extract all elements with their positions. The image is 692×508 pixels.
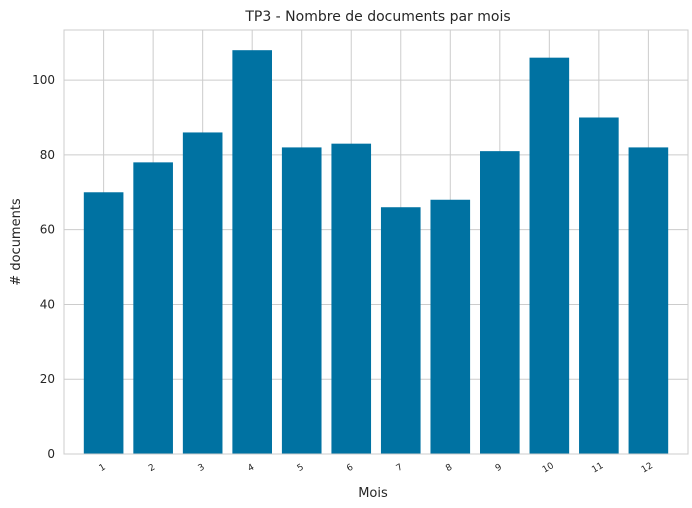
y-tick-label: 60 [40,223,55,237]
x-tick-label: 9 [494,462,504,474]
x-tick-label: 12 [640,461,655,475]
x-tick-label: 11 [590,461,605,475]
y-tick-label: 0 [47,447,55,461]
plot-frame [63,29,689,455]
bar-month-6 [331,143,372,454]
x-tick-label: 4 [246,462,256,474]
bar-month-7 [380,207,421,454]
bar-month-12 [628,147,669,455]
x-axis-label: Mois [358,486,388,501]
x-tick-label: 8 [444,462,454,474]
x-tick-label: 5 [296,463,306,475]
y-tick-labels: 0 20 40 60 80 100 [32,73,55,461]
bar-month-10 [529,57,570,455]
bar-month-8 [430,199,471,454]
y-tick-label: 20 [40,372,55,386]
bar-month-2 [133,162,173,454]
x-tick-label: 2 [147,463,157,475]
y-tick-label: 80 [40,148,55,162]
y-tick-label: 40 [40,297,55,311]
y-axis-label: # documents [9,198,24,286]
x-tick-labels: 1 2 3 4 5 6 7 8 9 10 11 12 [98,461,655,476]
bar-month-4 [232,50,272,454]
bars-layer [83,50,669,455]
bar-month-3 [182,132,223,454]
x-tick-label: 10 [541,461,556,476]
bar-month-9 [480,151,520,454]
y-tick-label: 100 [32,73,55,87]
bar-month-5 [281,147,322,455]
bar-month-1 [83,192,124,454]
bar-month-11 [579,117,619,454]
x-tick-label: 3 [197,463,207,475]
x-tick-label: 1 [98,463,108,475]
x-tick-label: 6 [345,462,355,474]
x-tick-label: 7 [395,463,405,475]
chart-title: TP3 - Nombre de documents par mois [244,9,510,25]
